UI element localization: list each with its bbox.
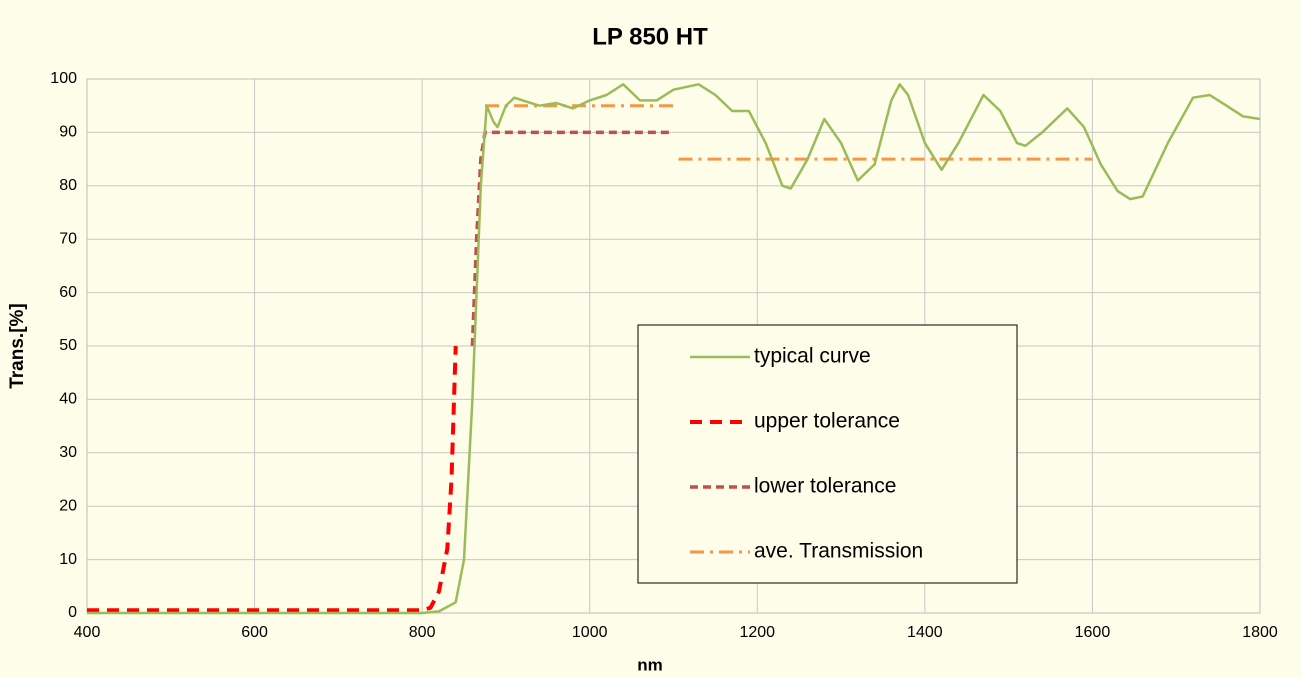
x-tick-label: 1000 — [572, 624, 608, 641]
legend-box — [637, 324, 1018, 584]
series-line — [87, 83, 1261, 615]
x-tick-label: 600 — [241, 624, 268, 641]
legend: upper tolerance lower tolerance ave. Trans… — [637, 324, 1018, 584]
y-tick-label: 40 — [59, 391, 77, 408]
series-line — [87, 345, 458, 613]
y-axis-label: Trans.[%] — [7, 303, 28, 389]
legend-label: lower tolerance — [754, 475, 896, 498]
y-tick-label: 20 — [59, 497, 77, 514]
y-tick-label: 0 — [68, 604, 77, 621]
legend-label: ave. Transmission — [754, 540, 923, 563]
chart-title: LP 850 HT — [592, 23, 708, 50]
legend-label: typical curve — [754, 345, 871, 368]
y-tick-label: 60 — [59, 284, 77, 301]
y-tick-label: 100 — [50, 70, 77, 87]
y-tick-label: 10 — [59, 551, 77, 568]
series-line — [470, 130, 674, 347]
x-axis-label: nm — [637, 655, 663, 674]
plot-border — [86, 78, 1261, 614]
legend-label: upper tolerance — [754, 410, 900, 433]
x-tick-label: 800 — [409, 624, 436, 641]
x-tick-label: 1200 — [739, 624, 775, 641]
y-tick-label: 50 — [59, 337, 77, 354]
y-tick-label: 70 — [59, 230, 77, 247]
x-tick-label: 1400 — [907, 624, 943, 641]
y-tick-label: 80 — [59, 177, 77, 194]
y-tick-label: 30 — [59, 444, 77, 461]
x-tick-label: 400 — [74, 624, 101, 641]
y-tick-label: 90 — [59, 124, 77, 141]
x-tick-label: 1600 — [1075, 624, 1111, 641]
x-tick-label: 1800 — [1242, 624, 1278, 641]
